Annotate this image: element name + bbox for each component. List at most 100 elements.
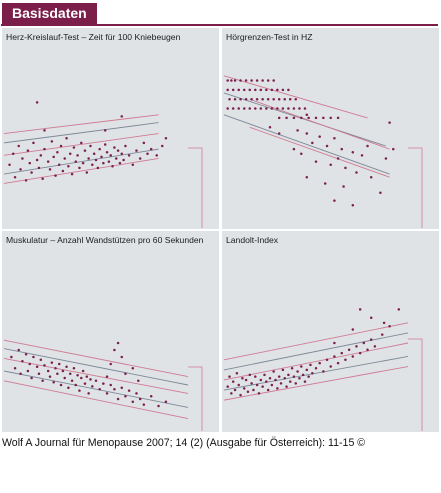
data-point [113, 348, 116, 352]
data-point [96, 166, 100, 170]
data-point [59, 383, 63, 387]
chart-svg-4 [223, 308, 423, 431]
data-point [305, 132, 309, 135]
data-point [70, 172, 74, 176]
data-point [366, 348, 369, 351]
data-point [35, 365, 39, 369]
chart-svg-2 [223, 75, 423, 228]
data-point [118, 161, 122, 165]
data-point [41, 379, 44, 383]
data-point [311, 371, 314, 375]
data-point [24, 352, 28, 356]
data-point [300, 116, 303, 120]
data-point [91, 385, 94, 388]
data-point [235, 371, 239, 375]
data-point [233, 388, 237, 392]
data-point [340, 147, 344, 151]
data-point [149, 147, 153, 151]
data-point [292, 116, 296, 120]
data-point [333, 199, 336, 202]
chart-panel-3: Muskulatur – Anzahl Wandstützen pro 60 S… [2, 231, 219, 432]
data-point [146, 152, 149, 156]
data-point [109, 154, 112, 157]
data-point [19, 168, 22, 171]
data-point [81, 161, 85, 165]
data-point [81, 369, 85, 373]
data-point [388, 121, 391, 124]
data-point [124, 144, 127, 148]
data-point [248, 88, 252, 92]
data-point [52, 155, 55, 159]
data-point [250, 97, 253, 101]
data-point [120, 115, 124, 118]
data-point [85, 171, 89, 174]
data-point [362, 341, 366, 345]
data-point [248, 107, 252, 110]
data-point [329, 365, 332, 368]
bracket-frame [408, 338, 423, 431]
data-point [113, 146, 116, 149]
data-point [63, 157, 66, 160]
data-point [120, 386, 124, 390]
data-point [239, 97, 242, 101]
data-point [303, 380, 307, 383]
data-point [142, 141, 146, 145]
data-point [74, 160, 78, 163]
data-point [102, 382, 105, 385]
data-point [263, 373, 266, 377]
data-point [351, 150, 355, 154]
data-point [290, 366, 294, 370]
data-point [30, 171, 33, 174]
data-point [17, 348, 20, 352]
data-point [67, 386, 70, 390]
data-point [265, 107, 268, 110]
data-point [61, 369, 65, 373]
data-point [248, 373, 252, 377]
data-point [80, 141, 83, 145]
data-point [226, 88, 229, 92]
data-point [259, 107, 263, 110]
data-point [13, 366, 17, 370]
data-point [294, 97, 298, 101]
data-point [285, 385, 288, 388]
data-point [59, 144, 63, 148]
data-point [276, 107, 279, 110]
data-point [32, 355, 35, 359]
data-point [124, 394, 127, 398]
data-point [24, 179, 28, 182]
data-point [122, 158, 125, 162]
data-point [373, 345, 377, 348]
chart-title-4: Landolt-Index [226, 235, 279, 245]
reference-line [223, 92, 387, 147]
data-point [131, 400, 135, 404]
reference-line [3, 357, 189, 394]
bracket-frame [408, 147, 423, 228]
data-point [322, 116, 325, 120]
data-point [80, 376, 83, 380]
data-point [83, 382, 87, 385]
data-point [344, 166, 347, 170]
data-point [292, 375, 296, 378]
reference-line [3, 158, 159, 184]
data-point [91, 163, 94, 166]
data-point [37, 372, 41, 376]
data-point [254, 375, 257, 378]
data-point [244, 378, 248, 382]
data-point [114, 157, 118, 160]
data-point [76, 373, 79, 377]
data-point [314, 116, 318, 120]
data-point [288, 380, 292, 383]
data-point [351, 204, 355, 207]
data-point [255, 79, 259, 82]
data-point [116, 149, 120, 152]
chart-svg-1 [3, 101, 203, 228]
data-point [272, 79, 275, 82]
data-point [105, 375, 109, 378]
data-point [268, 126, 272, 129]
data-point [259, 88, 263, 92]
data-point [351, 355, 355, 358]
header-bar: Basisdaten [1, 2, 438, 26]
data-point [358, 308, 362, 311]
data-point [270, 383, 274, 387]
data-point [41, 177, 44, 181]
